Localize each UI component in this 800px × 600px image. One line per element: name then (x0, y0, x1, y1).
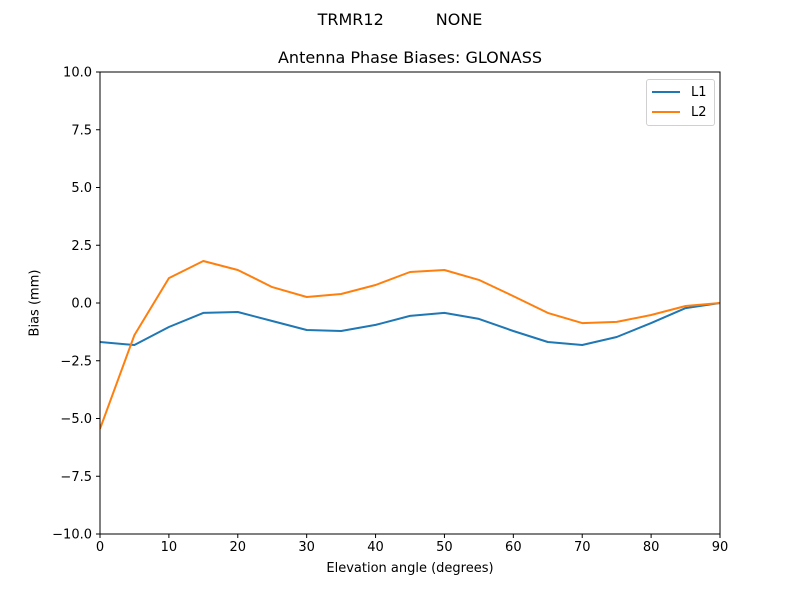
legend-line-l1-icon (652, 91, 680, 93)
x-tick-label: 30 (298, 540, 315, 555)
y-tick-label: 2.5 (71, 239, 92, 254)
legend-item-l1: L1 (652, 84, 707, 100)
chart-title: Antenna Phase Biases: GLONASS (277, 48, 542, 67)
x-tick-label: 90 (712, 540, 729, 555)
figure-suptitle: TRMR12 NONE (0, 10, 800, 29)
y-tick-label: 5.0 (71, 181, 92, 196)
legend: L1 L2 (646, 79, 715, 126)
series-line-l2 (100, 260, 720, 430)
y-tick-label: −2.5 (60, 354, 92, 369)
x-tick-label: 80 (643, 540, 660, 555)
y-axis-label: Bias (mm) (27, 269, 43, 337)
legend-label-l1: L1 (691, 84, 707, 100)
y-tick-label: 7.5 (71, 123, 92, 138)
x-axis-label: Elevation angle (degrees) (326, 561, 494, 576)
radome-name: NONE (435, 10, 483, 29)
x-tick-label: 0 (96, 540, 104, 555)
x-tick-label: 60 (505, 540, 522, 555)
x-tick-label: 10 (161, 540, 178, 555)
y-tick-label: 10.0 (63, 66, 92, 81)
y-tick-label: 0.0 (71, 297, 92, 312)
legend-label-l2: L2 (691, 104, 707, 120)
x-tick-label: 20 (230, 540, 247, 555)
axes-frame (99, 71, 721, 535)
x-tick-label: 50 (436, 540, 453, 555)
y-tick-label: −5.0 (60, 412, 92, 427)
x-tick-label: 40 (367, 540, 384, 555)
antenna-name: TRMR12 (317, 10, 384, 29)
legend-line-l2-icon (652, 111, 680, 113)
y-tick-label: −10.0 (52, 528, 92, 543)
x-tick-label: 70 (574, 540, 591, 555)
y-tick-label: −7.5 (60, 470, 92, 485)
series-line-l1 (100, 302, 720, 346)
legend-item-l2: L2 (652, 104, 707, 120)
